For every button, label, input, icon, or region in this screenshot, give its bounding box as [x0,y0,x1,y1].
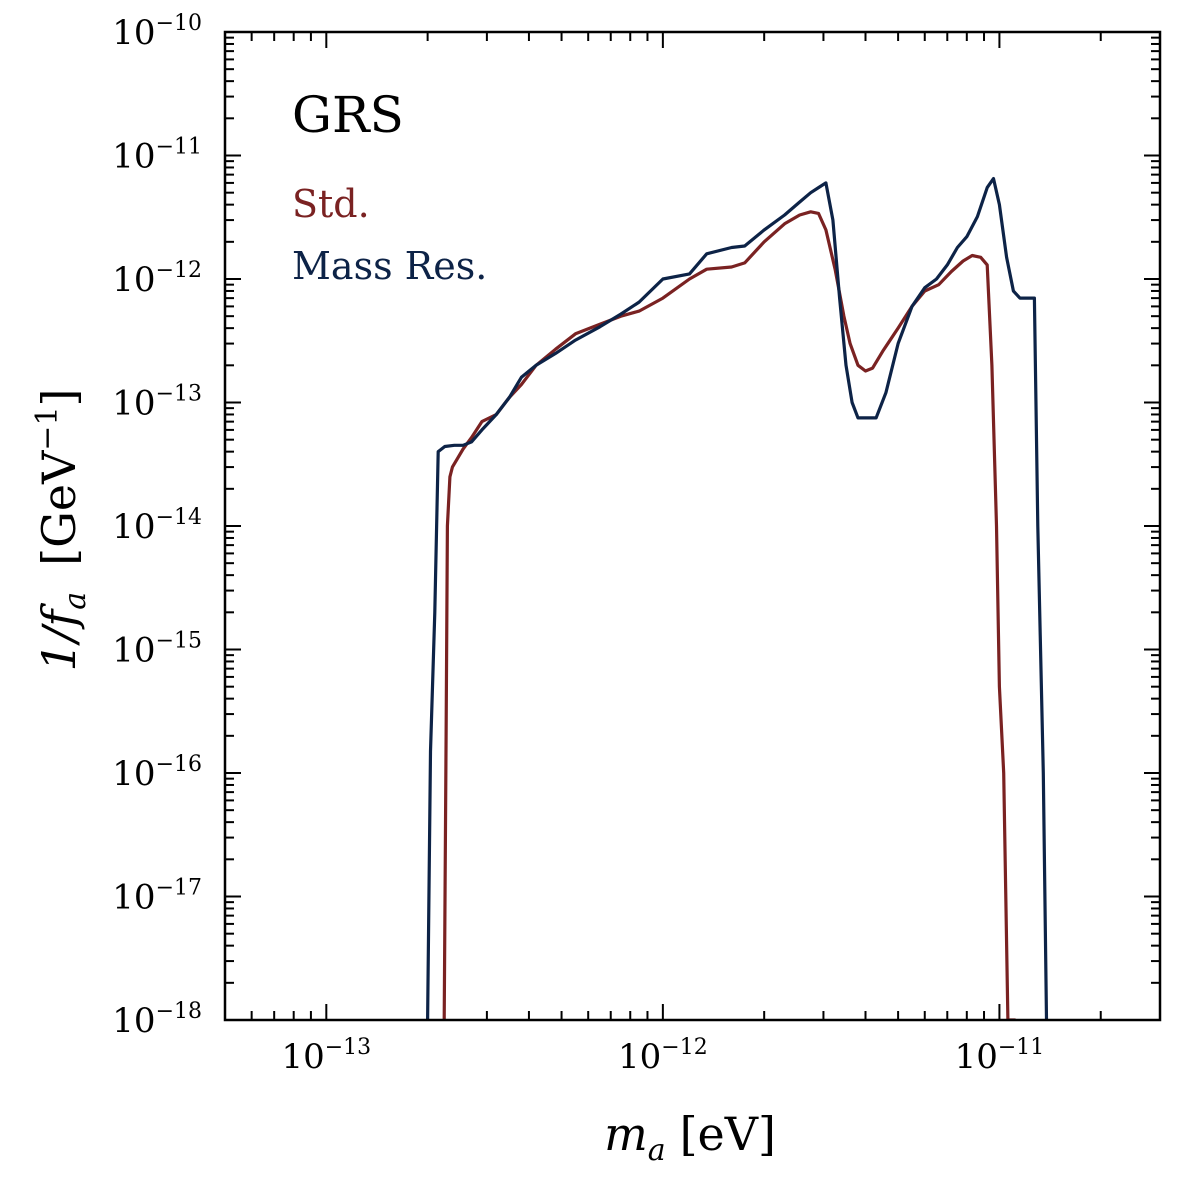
plot-frame [223,30,1162,1022]
y-tick-label: 10−14 [112,505,202,547]
legend-entry-mass-res: Mass Res. [292,244,487,288]
axis-ticks [224,31,1161,1021]
annotation-grs: GRS [292,86,404,144]
y-tick-label: 10−11 [112,135,202,177]
tick-labels: 10−13 10−12 10−11 10−10 10−11 10−12 10−13 10−14… [112,11,1044,1077]
y-tick-label: 10−10 [112,11,202,53]
y-tick-label: 10−16 [112,752,202,794]
y-tick-label: 10−13 [112,382,202,424]
y-tick-label: 10−18 [112,999,202,1041]
y-axis-label: 1/fa[GeV−1] [30,388,93,671]
series-group [426,177,1049,1020]
series-line-mass-res [426,177,1049,1020]
x-axis-label: ma [eV] [604,1107,776,1168]
x-tick-label: 10−11 [955,1035,1045,1077]
x-tick-label: 10−12 [618,1035,708,1077]
y-tick-label: 10−17 [112,876,202,918]
legend-entry-std: Std. [292,182,370,226]
x-tick-label: 10−13 [281,1035,371,1077]
y-tick-label: 10−12 [112,258,202,300]
series-line-std [442,210,1017,1020]
y-tick-label: 10−15 [112,629,202,671]
